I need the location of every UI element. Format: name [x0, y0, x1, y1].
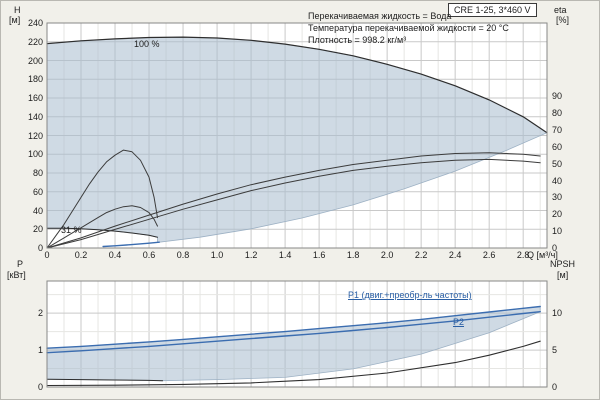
eta-axis-tick-label: 30 [552, 192, 563, 203]
q-axis-tick-label: 1.2 [244, 250, 258, 260]
curve-p_31 [46, 378, 164, 382]
eta-axis-tick-label: 70 [552, 124, 563, 135]
p1-curve-label: P1 (двиг.+преобр-ль частоты) [348, 290, 472, 300]
h-axis-tick-label: 40 [32, 205, 43, 216]
q-axis-title: Q [м³/ч] [527, 250, 558, 260]
q-axis-tick-label: 0 [44, 250, 50, 260]
q-axis-tick-label: 0.2 [74, 250, 88, 260]
h-axis-tick-label: 160 [27, 93, 43, 103]
npsh-axis-tick-label: 10 [552, 308, 563, 319]
speed-31-label: 31 % [61, 225, 82, 235]
q-axis-tick-label: 1.8 [346, 250, 360, 260]
q-axis-tick-label: 2.6 [482, 250, 496, 260]
h-axis-title: H [14, 5, 21, 15]
h-axis-tick-label: 220 [27, 36, 43, 47]
h-axis-tick-label: 0 [37, 243, 43, 253]
eta-axis-tick-label: 50 [552, 158, 563, 169]
curve-min_speed_marker [102, 241, 160, 248]
hq-curves [46, 36, 548, 249]
q-axis-tick-label: 0.6 [142, 250, 156, 260]
p-axis-unit: [кВт] [7, 270, 26, 280]
curve-npsh [46, 340, 541, 387]
eta-axis-tick-label: 0 [552, 243, 558, 253]
curve-p2 [46, 311, 541, 354]
curve-head_31 [46, 227, 158, 238]
eta-axis-tick-label: 40 [552, 175, 563, 186]
eta-axis-tick-label: 20 [552, 209, 563, 220]
eta-axis-tick-label: 10 [552, 226, 563, 237]
hq-border [46, 22, 548, 249]
h-axis-tick-label: 120 [27, 130, 43, 141]
q-axis-tick-label: 1.4 [278, 250, 292, 260]
npsh-axis-unit: [м] [557, 270, 569, 280]
h-axis-tick-label: 180 [27, 74, 43, 85]
eta-axis-unit: [%] [556, 15, 570, 25]
curve-p1 [46, 305, 541, 349]
h-axis-tick-label: 20 [32, 224, 43, 235]
info-line-liquid: Перекачиваемая жидкость = Вода [308, 11, 452, 21]
p-axis-tick-label: 2 [37, 308, 43, 319]
fluid-info-block: Перекачиваемая жидкость = Вода Температу… [308, 10, 509, 46]
npsh-axis-tick-label: 5 [552, 345, 558, 356]
pq-curves [46, 305, 541, 387]
h-axis-tick-label: 200 [27, 55, 43, 66]
q-axis-tick-label: 2.4 [448, 250, 462, 260]
curve-head_100 [46, 36, 548, 134]
q-axis-tick-label: 0.4 [108, 250, 122, 260]
h-axis-tick-label: 80 [32, 168, 43, 178]
npsh-axis-tick-label: 0 [552, 382, 558, 392]
p-axis-title: P [17, 259, 24, 269]
curve-eta_31_b [46, 205, 158, 249]
q-axis-tick-label: 0.8 [176, 250, 190, 260]
eta-axis-tick-label: 60 [552, 141, 563, 152]
pq-border [46, 280, 548, 388]
eta-axis-title: eta [554, 5, 567, 15]
info-line-temperature: Температура перекачиваемой жидкости = 20… [308, 23, 509, 33]
speed-100-label: 100 % [134, 39, 160, 49]
q-axis-tick-label: 2.8 [516, 250, 530, 260]
npsh-axis-title: NPSH [550, 259, 576, 269]
p-axis-tick-label: 1 [37, 345, 43, 356]
info-line-density: Плотность = 998.2 кг/м³ [308, 35, 407, 45]
q-axis-tick-label: 1.6 [312, 250, 326, 260]
h-axis-tick-label: 100 [27, 149, 43, 160]
eta-axis-tick-label: 90 [552, 91, 563, 102]
curve-eta_pump [46, 152, 541, 249]
q-axis-tick-label: 2.0 [380, 250, 394, 260]
p2-curve-label: P2 [453, 317, 465, 327]
curve-eta_31_a [46, 149, 158, 249]
h-axis-tick-label: 240 [27, 18, 43, 28]
chart-title-box: CRE 1-25, 3*460 V [448, 3, 537, 17]
curve-eta_pump_motor [46, 158, 541, 249]
h-axis-unit: [м] [9, 15, 21, 25]
q-axis-tick-label: 1.0 [210, 250, 224, 260]
q-axis-tick-label: 2.2 [414, 250, 428, 260]
eta-axis-tick-label: 80 [552, 108, 563, 118]
h-axis-tick-label: 140 [27, 111, 43, 122]
p-axis-tick-label: 0 [37, 382, 43, 392]
h-axis-tick-label: 60 [32, 186, 43, 197]
